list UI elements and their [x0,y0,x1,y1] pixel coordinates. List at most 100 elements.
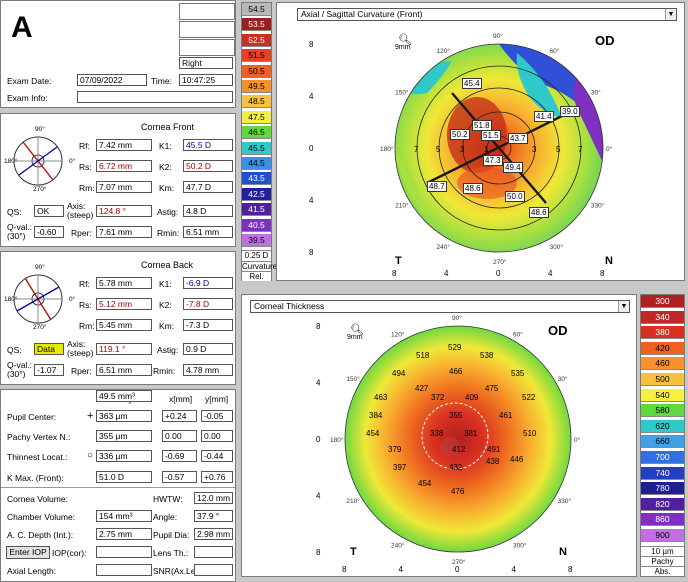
back-km-field: -7.3 D [183,319,233,331]
map-value: 538 [480,351,494,360]
back-rper-label: Rper: [71,366,92,376]
map-value: 45.4 [462,78,482,89]
scale-entry: 51.5 [242,49,271,63]
scale-entry: 700 [641,451,684,464]
ring-label: 7 [578,145,583,154]
back-astig-field: 0.9 D [183,343,233,355]
enter-iop-button[interactable]: Enter IOP [6,546,50,559]
angle-label: 150° [395,89,409,97]
exam-info-label: Exam Info: [7,93,48,103]
back-angle-0: 0° [69,296,76,303]
map-value: 466 [449,367,463,376]
back-qval-label: Q-val.: [7,360,33,370]
pupil-center-pachy: 363 µm [96,410,152,422]
front-angle-0: 0° [69,158,76,165]
scale-entry: 45.5 [242,141,271,155]
thinnest-y: -0.44 [201,450,233,462]
eye-label-top: OD [595,33,615,48]
pupil-center-label: Pupil Center: [7,412,57,422]
back-astig-label: Astig: [157,345,179,355]
scale-entry: 46.5 [242,126,271,140]
axial-length-field[interactable] [96,564,152,576]
map-value: 49.4 [503,162,523,173]
front-axis-sub: (steep) [67,210,94,220]
x-tick-label: 8 [600,269,605,278]
map-value: 51.5 [481,130,501,141]
map-value: 454 [366,429,380,438]
thickness-mode: Abs. [641,566,684,576]
back-axis-sub: (steep) [67,348,94,358]
front-km-label: Km: [159,183,175,193]
angle-label: 180° [380,145,394,153]
map-type-top-value: Axial / Sagittal Curvature (Front) [301,9,423,19]
scale-entry: 53.5 [242,18,271,32]
angle-label: 30° [591,89,601,97]
chevron-down-icon: ▼ [618,301,629,312]
scale-entry: 300 [641,295,684,308]
back-rm-field: 5.45 mm [96,319,152,331]
front-rmin-field: 6.51 mm [183,226,233,238]
front-axis-diagram [13,136,63,186]
back-qval-sub: (30°) [7,369,26,379]
map-value: 510 [523,429,537,438]
map-value: 48.6 [463,183,483,194]
pupil-center-x: +0.24 [162,410,197,422]
time-field[interactable]: 10:47:25 [179,74,233,86]
eye-field: Right [179,57,233,69]
pachy-vertex-x: 0.00 [162,430,197,442]
iop-cor-field[interactable] [96,546,152,558]
front-astig-label: Astig: [157,207,179,217]
blank-field-3 [179,39,235,56]
map-value: 412 [452,445,466,454]
exam-info-field[interactable] [77,91,233,103]
cornea-volume-label: Cornea Volume: [7,494,68,504]
cornea-back-panel: 90° 180° 270° 0° Cornea Back Rf: 5.78 mm… [0,251,236,385]
map-value: 491 [487,445,501,454]
zoom-icon: 🔍︎ [350,324,364,336]
angle-label: 240° [391,542,405,550]
y-tick-label: 0 [309,144,314,153]
angle-label: 0° [606,145,613,153]
angle-label: 240° [437,243,451,251]
angle-label: 90° [452,315,462,322]
zoom-icon: 🔍︎ [398,34,412,46]
scale-entry: 52.5 [242,33,271,47]
y-tick-label: 4 [316,379,321,388]
exam-date-label: Exam Date: [7,76,52,86]
divider [1,487,235,488]
front-rper-field: 7.61 mm [96,226,152,238]
scale-entry: 48.5 [242,95,271,109]
back-axis-diagram [13,274,63,324]
back-km-label: Km: [159,321,175,331]
y-tick-label: 4 [316,492,321,501]
back-title: Cornea Back [141,260,194,270]
acd-field: 2.75 mm [96,528,152,540]
pachy-vertex-label: Pachy Vertex N.: [7,432,71,442]
map-type-dropdown-top[interactable]: Axial / Sagittal Curvature (Front) ▼ [297,8,677,21]
y-tick-label: 4 [309,196,314,205]
scale-entry: 380 [641,326,684,340]
front-rm-field: 7.07 mm [96,181,152,193]
curvature-step: 0.25 D [242,250,271,261]
chevron-down-icon: ▼ [665,9,676,20]
map-value: 379 [388,445,402,454]
scale-entry: 660 [641,435,684,449]
chamber-volume-label: Chamber Volume: [7,512,76,522]
map-value: 446 [510,455,524,464]
thinnest-label: Thinnest Locat.: [7,452,68,462]
front-k1-label: K1: [159,141,172,151]
map-value: 475 [485,384,499,393]
pupil-dia-field: 2.98 mm [194,528,233,540]
exam-date-field[interactable]: 07/09/2022 [77,74,147,86]
hwtw-field: 12.0 mm [194,492,233,504]
zoom-label-top: 9mm [395,44,411,51]
scale-entry: 820 [641,497,684,511]
map-value: 518 [416,351,430,360]
top-axis-ticks: 8 4 0 4 8 8 4 0 4 8 90° 60° 30° 0° 330° 300° 270° 240° 210… [309,32,613,278]
curvature-mode: Rel. [242,271,271,281]
back-qval-field: -1.07 [34,364,64,376]
map-type-dropdown-bottom[interactable]: Corneal Thickness ▼ [250,300,630,313]
front-qval-label: Q-val.: [7,222,33,232]
angle-label: 0° [574,436,581,444]
map-value: 50.0 [505,191,525,202]
